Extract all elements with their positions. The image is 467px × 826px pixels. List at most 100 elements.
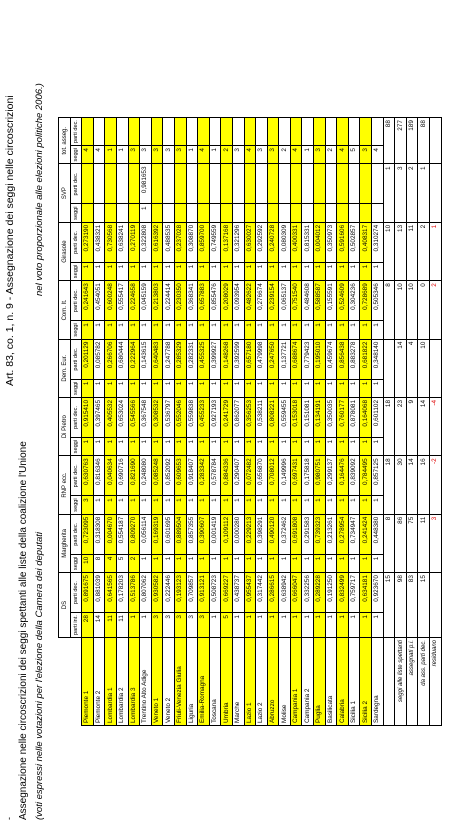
fraction-cell: 0,224658 [128, 280, 140, 321]
summary-value: 23 [394, 397, 407, 456]
seats-cell: 1 [139, 379, 152, 398]
seats-cell [255, 203, 268, 223]
fraction-cell: 0,857125 [371, 455, 384, 496]
seats-cell: 1 [116, 320, 129, 340]
seats-cell [128, 203, 140, 223]
marker: - [4, 817, 14, 820]
fraction-cell [139, 117, 152, 146]
fraction-cell: 0,080309 [278, 222, 291, 263]
summary-value: 16 [417, 455, 430, 515]
fraction-cell [313, 163, 326, 204]
fraction-cell [174, 163, 187, 204]
fraction-cell [255, 117, 268, 146]
summary-value: 75 [406, 514, 418, 573]
fraction-cell: 0,001419 [209, 514, 221, 555]
fraction-cell [313, 117, 326, 146]
seats-cell: 1 [359, 320, 372, 340]
header-corner [58, 637, 71, 726]
summary-value: 10 [417, 339, 430, 398]
fraction-cell: 0,367548 [139, 397, 152, 438]
seats-cell: 1 [116, 437, 129, 456]
seats-cell: 1 [325, 262, 337, 281]
seats-cell: 1 [371, 320, 384, 340]
fraction-cell: 0,040634 [104, 455, 117, 496]
fraction-cell: 0,856438 [336, 339, 349, 380]
seats-cell: 1 [232, 320, 244, 340]
subtitle-right: nel voto proporzionale alle elezioni pol… [34, 83, 45, 296]
fraction-cell [116, 117, 129, 146]
fraction-cell: 0,276674 [255, 280, 268, 321]
seats-cell: 1 [313, 379, 326, 398]
fraction-cell: 0,630763 [81, 455, 94, 496]
table-row: Puglia 1 0,289228 1 0,739323 1 0,980751 1 0,1341… [313, 117, 326, 726]
fraction-cell: 0,208029 [220, 280, 233, 321]
seats-cell [301, 203, 314, 223]
fraction-cell: 0,881039 [93, 572, 105, 613]
seats-cell: 1 [162, 437, 175, 456]
fraction-cell: 0,479998 [255, 339, 268, 380]
fraction-cell: 0,821690 [128, 455, 140, 496]
summary-value: 10 [383, 222, 395, 281]
fraction-cell: 0,148268 [220, 339, 233, 380]
column-subheader: parti dec. [70, 339, 82, 380]
fraction-cell: 0,155591 [325, 280, 337, 321]
summary-value: 9 [406, 397, 418, 456]
seats-cell: 11 [104, 612, 117, 638]
seats-cell: 1 [104, 379, 117, 398]
fraction-cell [244, 163, 256, 204]
header-row: DS Margherita RNP ecc. Di Pietro Dem. Eur. Co… [58, 117, 71, 726]
fraction-cell: 0,784495 [359, 455, 372, 496]
column-subheader: parti dec. [70, 222, 82, 263]
seats-cell: 1 [197, 437, 210, 456]
summary-value [429, 117, 442, 164]
column-subheader: parti dec. [70, 572, 82, 613]
fraction-cell: 0,278954 [336, 514, 349, 555]
seats-cell: 1 [336, 495, 349, 515]
table-row: Lombardia 2 11 0,178203 5 0,554187 1 0,690716 1… [116, 117, 129, 726]
fraction-cell: 0,653024 [116, 397, 129, 438]
seats-cell: 1 [301, 612, 314, 638]
summary-value: 15 [417, 572, 430, 638]
summary-value: 86 [394, 514, 407, 573]
fraction-cell: 0,918407 [186, 455, 198, 496]
fraction-cell: 0,237028 [174, 222, 187, 263]
seats-cell: 1 [336, 320, 349, 340]
summary-row: residuano 3 -2 -4 2 1 [429, 117, 442, 726]
fraction-cell [104, 117, 117, 146]
column-subheader: parti dec. [70, 455, 82, 496]
seats-cell: 3 [174, 612, 187, 638]
fraction-cell: 0,488535 [162, 222, 175, 263]
seats-cell: 11 [116, 612, 129, 638]
fraction-cell [151, 163, 163, 204]
seats-cell: 1 [325, 554, 337, 573]
fraction-cell: 0,241729 [220, 397, 233, 438]
fraction-cell: 0,004670 [104, 514, 117, 555]
fraction-cell: 0,552046 [174, 397, 187, 438]
seats-cell: 1 [244, 262, 256, 281]
seats-cell: 4 [290, 145, 302, 164]
seats-cell [244, 203, 256, 223]
fraction-cell: 0,656870 [255, 455, 268, 496]
seats-cell: 1 [139, 495, 152, 515]
fraction-cell: 0,883278 [348, 339, 360, 380]
fraction-cell: 0,399927 [209, 339, 221, 380]
fraction-cell: 0,318308 [93, 514, 105, 555]
seats-cell: 1 [162, 554, 175, 573]
fraction-cell: 0,230350 [174, 280, 187, 321]
seats-cell: 1 [186, 554, 198, 573]
seats-cell: 1 [313, 495, 326, 515]
fraction-cell: 0,372462 [278, 514, 291, 555]
seats-cell [348, 203, 360, 223]
fraction-cell: 0,484608 [301, 280, 314, 321]
fraction-cell: 0,304236 [348, 280, 360, 321]
summary-value: 277 [394, 117, 407, 164]
fraction-cell: 0,213803 [151, 280, 163, 321]
seats-cell: 1 [174, 554, 187, 573]
fraction-cell [186, 163, 198, 204]
seats-cell: 1 [186, 262, 198, 281]
seats-cell: 1 [151, 437, 163, 456]
fraction-cell: 0,308532 [151, 397, 163, 438]
seats-cell: 1 [290, 437, 302, 456]
seats-cell: 1 [325, 495, 337, 515]
seats-cell: 1 [128, 495, 140, 515]
